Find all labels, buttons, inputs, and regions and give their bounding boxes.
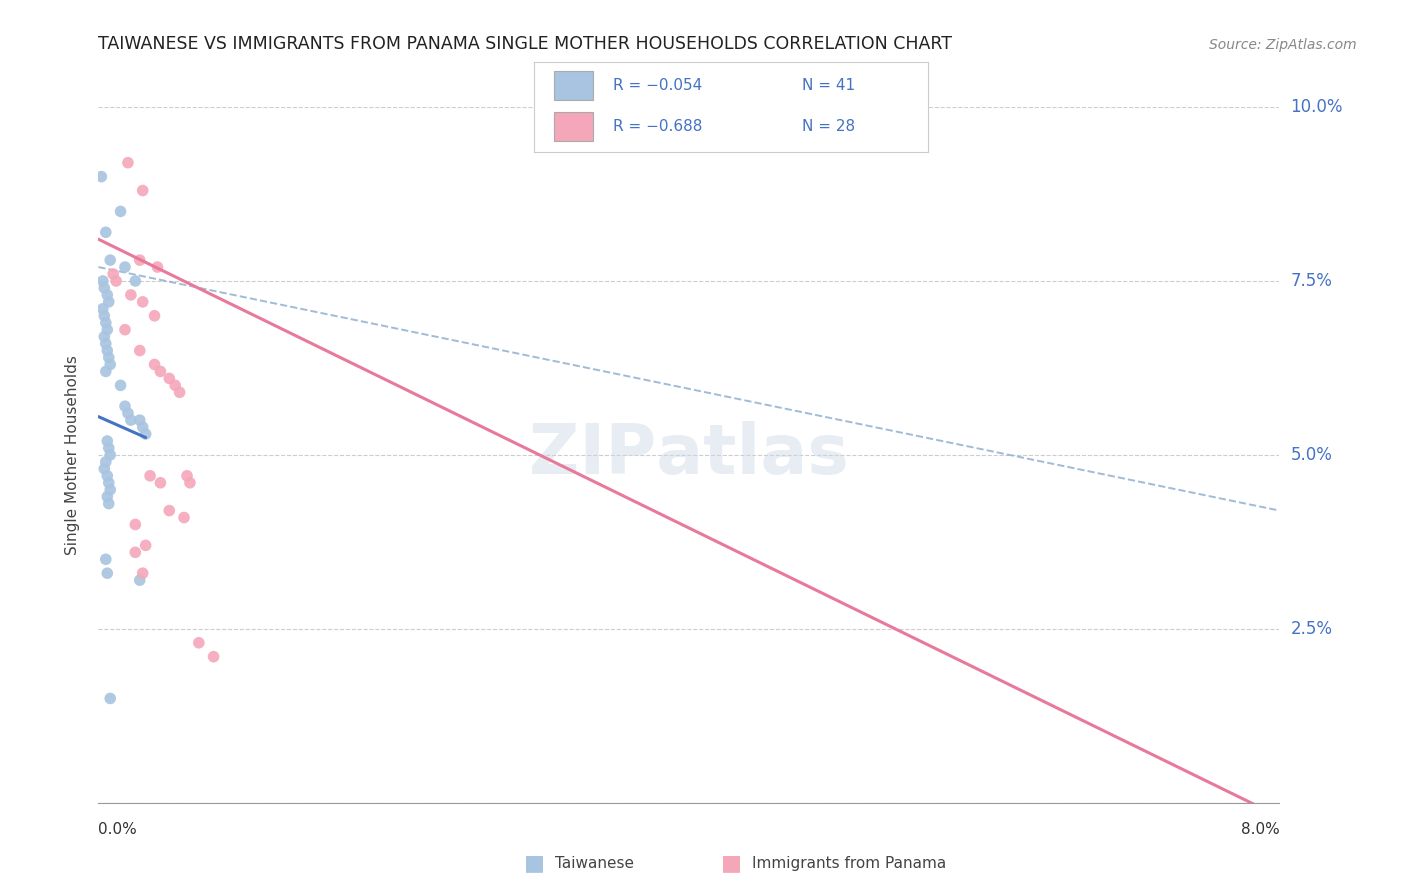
Point <box>94 364 117 378</box>
Text: Immigrants from Panama: Immigrants from Panama <box>752 856 946 871</box>
Point <box>94 316 117 330</box>
Point <box>96 566 118 581</box>
Text: 0.0%: 0.0% <box>98 822 138 837</box>
Text: R = −0.688: R = −0.688 <box>613 120 703 134</box>
Point <box>93 281 115 295</box>
Text: 2.5%: 2.5% <box>1291 620 1333 638</box>
Text: N = 41: N = 41 <box>801 78 855 93</box>
Point <box>110 378 132 392</box>
Point <box>187 636 209 650</box>
Point <box>114 399 136 413</box>
Point <box>146 260 169 274</box>
Text: Source: ZipAtlas.com: Source: ZipAtlas.com <box>1209 38 1357 52</box>
Point <box>143 358 166 372</box>
Point <box>97 351 120 365</box>
Text: ■: ■ <box>524 854 544 873</box>
Point <box>132 184 155 198</box>
Point <box>93 309 115 323</box>
Point <box>97 294 120 309</box>
Point <box>96 288 118 302</box>
Point <box>132 294 155 309</box>
Point <box>98 691 121 706</box>
Text: 10.0%: 10.0% <box>1291 98 1343 116</box>
Text: ZIP​atlas: ZIP​atlas <box>529 421 849 489</box>
Point <box>96 323 118 337</box>
Point <box>149 475 172 490</box>
Point <box>97 475 120 490</box>
Point <box>157 503 180 517</box>
Point <box>98 253 121 268</box>
Point <box>124 274 146 288</box>
Text: Taiwanese: Taiwanese <box>555 856 634 871</box>
Point <box>98 483 121 497</box>
Point <box>98 358 121 372</box>
Point <box>91 274 114 288</box>
Text: 8.0%: 8.0% <box>1240 822 1279 837</box>
Point <box>124 545 146 559</box>
Point <box>96 490 118 504</box>
Point <box>110 204 132 219</box>
Point <box>117 155 139 169</box>
Point <box>128 413 150 427</box>
Point <box>157 371 180 385</box>
Point <box>139 468 162 483</box>
Point <box>97 497 120 511</box>
Point <box>128 343 150 358</box>
Point <box>120 413 142 427</box>
Point <box>91 301 114 316</box>
Point <box>94 552 117 566</box>
Point <box>120 288 142 302</box>
Point <box>93 462 115 476</box>
Point <box>173 510 195 524</box>
Text: R = −0.054: R = −0.054 <box>613 78 702 93</box>
Point <box>135 538 157 552</box>
Point <box>202 649 225 664</box>
Point <box>114 260 136 274</box>
Y-axis label: Single Mother Households: Single Mother Households <box>65 355 80 555</box>
Point <box>96 343 118 358</box>
Point <box>132 566 155 581</box>
Point <box>103 267 124 281</box>
Point <box>98 448 121 462</box>
Point <box>128 253 150 268</box>
Text: TAIWANESE VS IMMIGRANTS FROM PANAMA SINGLE MOTHER HOUSEHOLDS CORRELATION CHART: TAIWANESE VS IMMIGRANTS FROM PANAMA SING… <box>98 35 952 53</box>
Point <box>132 420 155 434</box>
Point <box>124 517 146 532</box>
Text: 7.5%: 7.5% <box>1291 272 1333 290</box>
Point <box>94 336 117 351</box>
Point <box>94 225 117 239</box>
Point <box>97 441 120 455</box>
Point <box>93 329 115 343</box>
Point <box>128 573 150 587</box>
Text: ■: ■ <box>721 854 741 873</box>
Point <box>117 406 139 420</box>
FancyBboxPatch shape <box>554 71 593 100</box>
Text: 5.0%: 5.0% <box>1291 446 1333 464</box>
Point <box>179 475 201 490</box>
Point <box>143 309 166 323</box>
Point <box>96 468 118 483</box>
Point <box>176 468 198 483</box>
Point <box>149 364 172 378</box>
Point <box>114 323 136 337</box>
FancyBboxPatch shape <box>554 112 593 141</box>
Point <box>105 274 128 288</box>
Point <box>94 455 117 469</box>
Point <box>169 385 191 400</box>
Point <box>96 434 118 448</box>
Point <box>165 378 187 392</box>
Text: N = 28: N = 28 <box>801 120 855 134</box>
Point <box>135 427 157 442</box>
Point <box>90 169 112 184</box>
